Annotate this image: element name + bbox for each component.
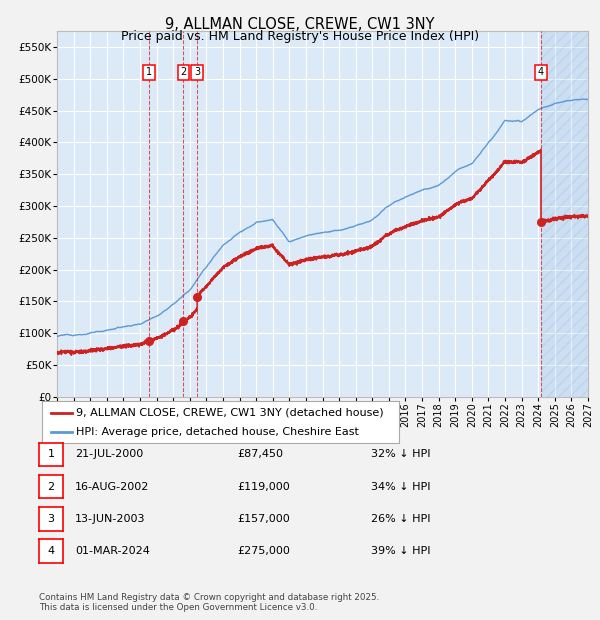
Text: £157,000: £157,000 (237, 514, 290, 524)
Text: 9, ALLMAN CLOSE, CREWE, CW1 3NY (detached house): 9, ALLMAN CLOSE, CREWE, CW1 3NY (detache… (76, 408, 383, 418)
Text: 39% ↓ HPI: 39% ↓ HPI (371, 546, 430, 556)
Text: £87,450: £87,450 (237, 450, 283, 459)
Text: Contains HM Land Registry data © Crown copyright and database right 2025.
This d: Contains HM Land Registry data © Crown c… (39, 593, 379, 612)
Text: 32% ↓ HPI: 32% ↓ HPI (371, 450, 430, 459)
Text: 3: 3 (194, 68, 200, 78)
Text: 4: 4 (538, 68, 544, 78)
Text: 34% ↓ HPI: 34% ↓ HPI (371, 482, 430, 492)
Text: 26% ↓ HPI: 26% ↓ HPI (371, 514, 430, 524)
Text: 9, ALLMAN CLOSE, CREWE, CW1 3NY: 9, ALLMAN CLOSE, CREWE, CW1 3NY (165, 17, 435, 32)
Text: HPI: Average price, detached house, Cheshire East: HPI: Average price, detached house, Ches… (76, 427, 359, 437)
Text: 21-JUL-2000: 21-JUL-2000 (75, 450, 143, 459)
Text: Price paid vs. HM Land Registry's House Price Index (HPI): Price paid vs. HM Land Registry's House … (121, 30, 479, 43)
Bar (541, 31, 588, 397)
Text: £119,000: £119,000 (237, 482, 290, 492)
Text: 01-MAR-2024: 01-MAR-2024 (75, 546, 150, 556)
Text: 3: 3 (47, 514, 55, 524)
Text: 1: 1 (47, 450, 55, 459)
Text: 2: 2 (47, 482, 55, 492)
Text: 4: 4 (47, 546, 55, 556)
Text: 1: 1 (146, 68, 152, 78)
Text: 2: 2 (181, 68, 187, 78)
Text: 13-JUN-2003: 13-JUN-2003 (75, 514, 146, 524)
Text: 16-AUG-2002: 16-AUG-2002 (75, 482, 149, 492)
Text: £275,000: £275,000 (237, 546, 290, 556)
